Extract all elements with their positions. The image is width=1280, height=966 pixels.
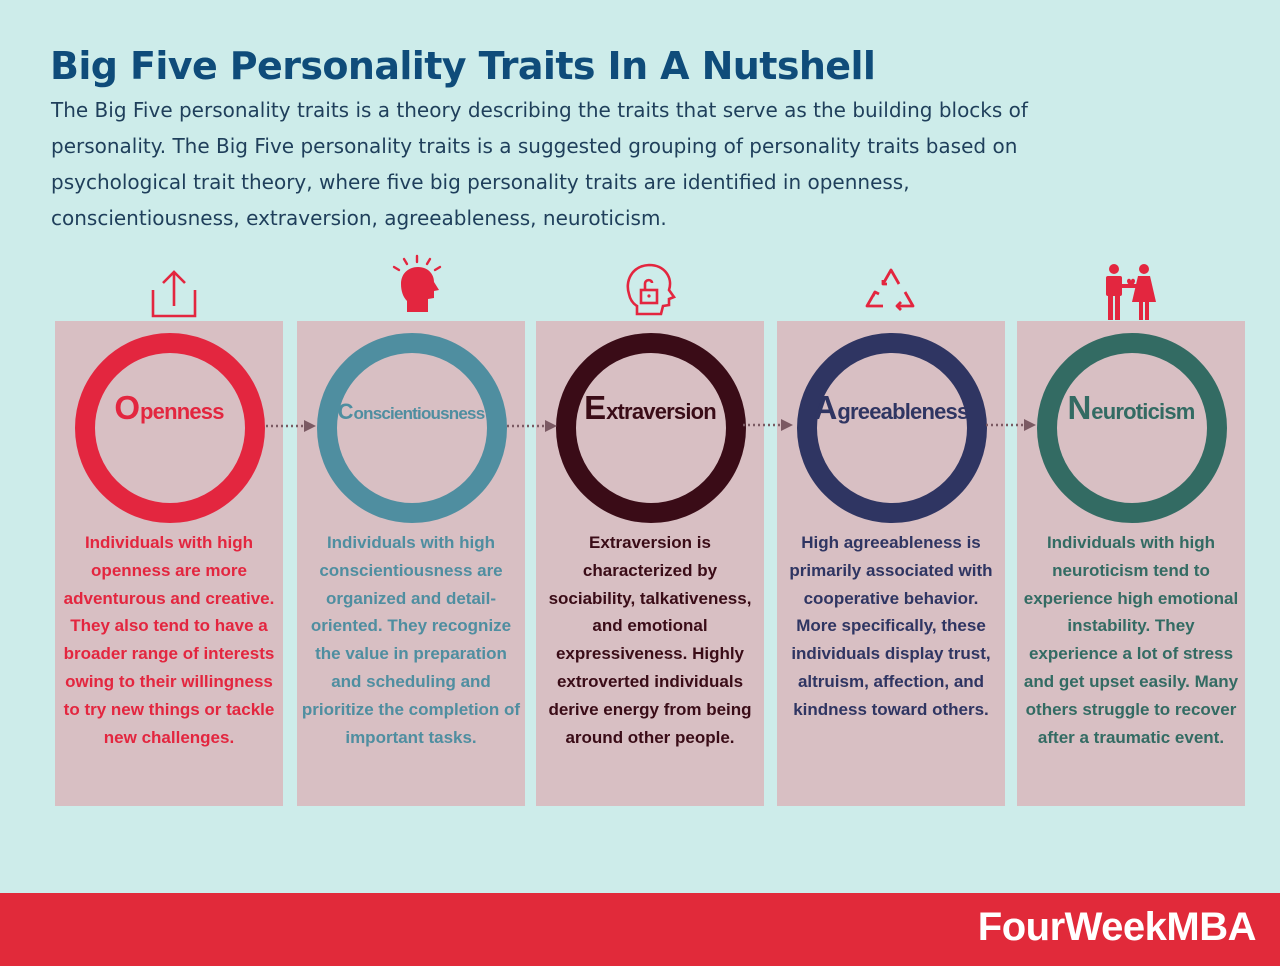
trait-description: Individuals with high conscientiousness … (301, 533, 521, 747)
brand-logo: FourWeekMBA (977, 905, 1257, 949)
flow-arrow (507, 420, 557, 432)
trait-card-extraversion: Extraversion Extraversion is characteriz… (536, 321, 764, 806)
flow-arrow (986, 419, 1036, 431)
footer-bar: FourWeekMBA (0, 893, 1280, 966)
page-title: Big Five Personality Traits In A Nutshel… (50, 44, 876, 88)
trait-ring (75, 333, 265, 523)
flow-arrow (266, 420, 316, 432)
trait-card-agreeableness: Agreeableness High agreeableness is prim… (777, 321, 1005, 806)
head-thinking-icon (392, 254, 442, 312)
trait-ring (1037, 333, 1227, 523)
upload-icon (151, 270, 197, 318)
trait-initial: C (337, 399, 354, 424)
couple-icon (1106, 264, 1156, 320)
trait-name-rest: euroticism (1091, 399, 1195, 424)
trait-description: High agreeableness is primarily associat… (789, 533, 993, 719)
trait-initial: E (584, 389, 607, 426)
trait-title: Extraversion (536, 389, 764, 427)
trait-description: Individuals with high neuroticism tend t… (1023, 533, 1239, 747)
trait-name-rest: onscientiousness (353, 404, 486, 423)
trait-initial: A (813, 389, 838, 426)
trait-ring (317, 333, 507, 523)
trait-title: Openness (55, 389, 283, 427)
trait-initial: O (114, 389, 140, 426)
intro-paragraph: The Big Five personality traits is a the… (51, 98, 1028, 230)
trait-card-openness: Openness Individuals with high openness … (55, 321, 283, 806)
trait-title: Conscientiousness (297, 399, 525, 425)
trait-description: Extraversion is characterized by sociabi… (548, 533, 752, 747)
trait-title: Agreeableness (777, 389, 1005, 427)
trait-name-rest: greeableness (837, 399, 969, 424)
trait-name-rest: penness (140, 399, 224, 424)
trait-card-conscientiousness: Conscientiousness Individuals with high … (297, 321, 525, 806)
trait-description: Individuals with high openness are more … (63, 533, 275, 747)
flow-arrow (743, 419, 793, 431)
trait-card-neuroticism: Neuroticism Individuals with high neurot… (1017, 321, 1245, 806)
unlocked-head-icon (626, 263, 677, 316)
trait-ring (556, 333, 746, 523)
trait-ring (797, 333, 987, 523)
trait-title: Neuroticism (1017, 389, 1245, 427)
trait-initial: N (1067, 389, 1092, 426)
trait-name-rest: xtraversion (606, 399, 717, 424)
recycle-icon (865, 268, 915, 311)
